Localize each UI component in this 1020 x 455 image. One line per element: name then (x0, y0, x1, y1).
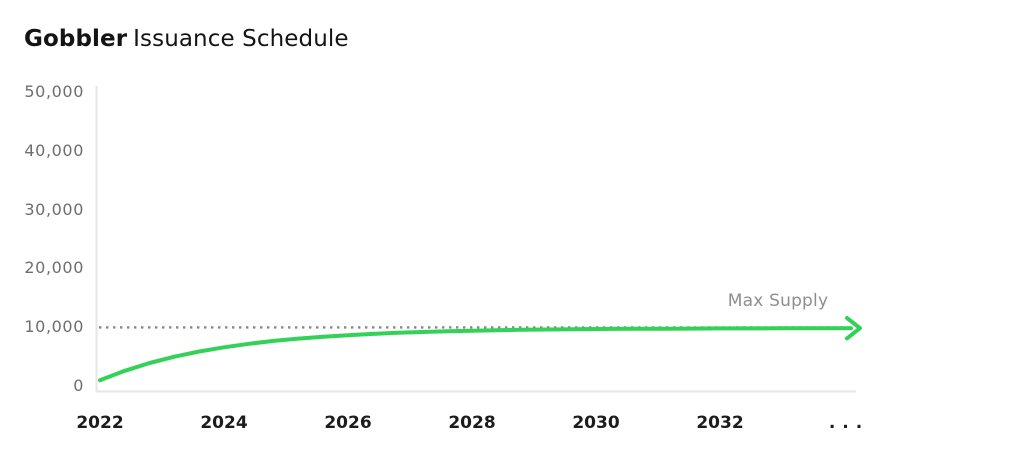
chart-title-project: Gobbler (24, 26, 128, 52)
y-tick-label: 40,000 (24, 141, 84, 160)
chart-title: Gobbler Issuance Schedule (24, 25, 349, 53)
y-tick-label: 30,000 (24, 200, 84, 219)
y-tick-label: 20,000 (24, 258, 84, 277)
x-tick-label: 2032 (696, 413, 744, 433)
y-tick-label: 0 (73, 376, 84, 395)
x-tick-label: 2026 (324, 413, 372, 433)
issuance-curve (98, 326, 853, 383)
x-tick-label: 2024 (200, 413, 248, 433)
x-tick-label: 2028 (448, 413, 496, 433)
max-supply-label: Max Supply (727, 291, 829, 311)
x-tick-label: 2022 (76, 413, 124, 433)
x-tick-label: 2030 (572, 413, 620, 433)
y-tick-label: 10,000 (24, 317, 84, 336)
y-tick-label: 50,000 (24, 82, 84, 101)
arrow-head-icon (845, 316, 862, 341)
x-tick-label-ellipsis: ... (828, 413, 870, 433)
chart-title-subtitle: Issuance Schedule (133, 26, 349, 52)
